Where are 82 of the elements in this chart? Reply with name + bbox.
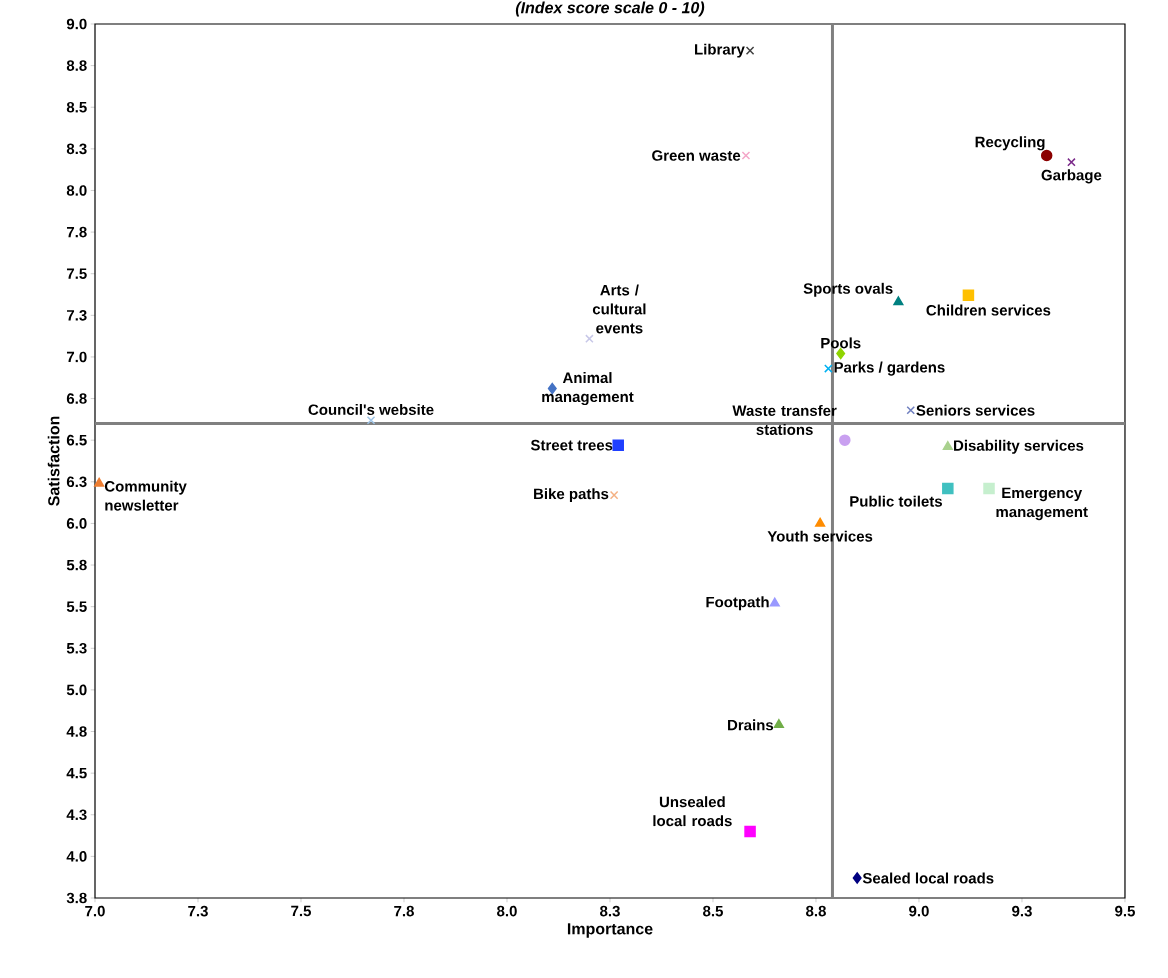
x-tick-label: 7.0 — [85, 905, 105, 917]
x-tick-label: 7.8 — [394, 905, 414, 917]
series-label: Seniors services — [916, 404, 1035, 416]
y-tick-label: 5.8 — [66, 559, 87, 571]
series-label: Children services — [926, 304, 1051, 316]
x-tick-label: 7.3 — [188, 905, 208, 917]
point — [839, 434, 851, 446]
y-axis-title: Satisfaction — [47, 416, 60, 506]
series-label: Sealed local roads — [862, 872, 994, 884]
y-tick-label: 8.8 — [66, 60, 87, 71]
series-label: Green waste — [652, 150, 741, 161]
point — [1040, 149, 1053, 162]
point — [585, 334, 594, 343]
y-tick-label: 4.3 — [66, 809, 87, 821]
chart-title: (Index score scale 0 - 10) — [515, 1, 705, 17]
point — [769, 597, 780, 607]
point — [1067, 157, 1076, 167]
series-label: Arts / cultural events — [592, 284, 646, 334]
y-tick-label: 4.8 — [66, 726, 87, 737]
point — [366, 415, 376, 425]
y-tick-label: 7.0 — [66, 351, 87, 363]
series-label: Community newsletter — [104, 480, 187, 511]
y-tick-label: 6.0 — [66, 518, 87, 529]
point — [745, 46, 755, 55]
y-tick-label: 5.0 — [66, 684, 87, 696]
point — [815, 517, 826, 527]
x-tick-label: 9.3 — [1012, 905, 1032, 917]
point — [94, 477, 105, 487]
series-label: Disability services — [954, 439, 1084, 454]
point — [744, 825, 756, 838]
y-tick-label: 4.5 — [66, 767, 87, 779]
point — [906, 405, 916, 415]
point — [852, 872, 862, 884]
series-label: Parks / gardens — [834, 361, 945, 376]
series-label: Footpath — [706, 596, 769, 611]
series-label: Council's website — [308, 403, 434, 415]
point — [741, 151, 751, 160]
y-tick-label: 6.5 — [66, 434, 87, 446]
point — [893, 296, 904, 306]
y-tick-label: 5.3 — [66, 642, 87, 654]
y-tick-label: 3.8 — [66, 892, 87, 904]
series-label: Youth services — [767, 530, 873, 542]
series-label: Public toilets — [850, 495, 942, 507]
y-tick-label: 4.0 — [66, 851, 87, 862]
series-label: Pools — [821, 337, 861, 349]
x-tick-label: 8.3 — [600, 905, 620, 917]
x-axis-title: Importance — [567, 923, 653, 938]
y-tick-label: 8.5 — [66, 101, 87, 113]
x-tick-label: 8.8 — [806, 905, 826, 917]
y-tick-label: 7.8 — [66, 226, 87, 238]
y-tick-label: 9.0 — [66, 18, 87, 30]
point — [962, 289, 975, 302]
y-tick-label: 8.0 — [66, 185, 87, 196]
x-tick-label: 9.0 — [909, 905, 929, 917]
series-label: Street trees — [530, 439, 613, 451]
series-label: Library — [695, 43, 745, 58]
series-label: Waste transfer stations — [732, 404, 837, 435]
y-tick-label: 6.3 — [66, 476, 87, 488]
series-label: Recycling — [975, 136, 1045, 151]
series-label: Emergency management — [996, 487, 1088, 521]
point — [773, 719, 784, 729]
point — [612, 439, 624, 451]
x-tick-label: 9.5 — [1115, 905, 1135, 917]
series-label: Bike paths — [534, 488, 609, 503]
series-label: Drains — [728, 719, 774, 731]
point — [609, 490, 619, 500]
point — [942, 441, 953, 451]
x-tick-label: 8.0 — [497, 905, 517, 917]
series-label: Sports ovals — [803, 282, 893, 297]
y-tick-label: 6.8 — [66, 393, 87, 404]
y-tick-label: 8.3 — [66, 143, 87, 155]
point — [983, 482, 995, 495]
y-tick-label: 7.5 — [66, 268, 87, 279]
series-label: Animal management — [542, 372, 634, 406]
x-tick-label: 8.5 — [703, 905, 723, 917]
point — [942, 482, 954, 495]
series-label: Unsealed local roads — [653, 796, 732, 827]
y-tick-label: 7.3 — [66, 310, 87, 321]
series-label: Garbage — [1041, 169, 1102, 184]
y-tick-label: 5.5 — [66, 601, 87, 612]
x-tick-label: 7.5 — [291, 905, 311, 917]
point — [824, 364, 833, 373]
